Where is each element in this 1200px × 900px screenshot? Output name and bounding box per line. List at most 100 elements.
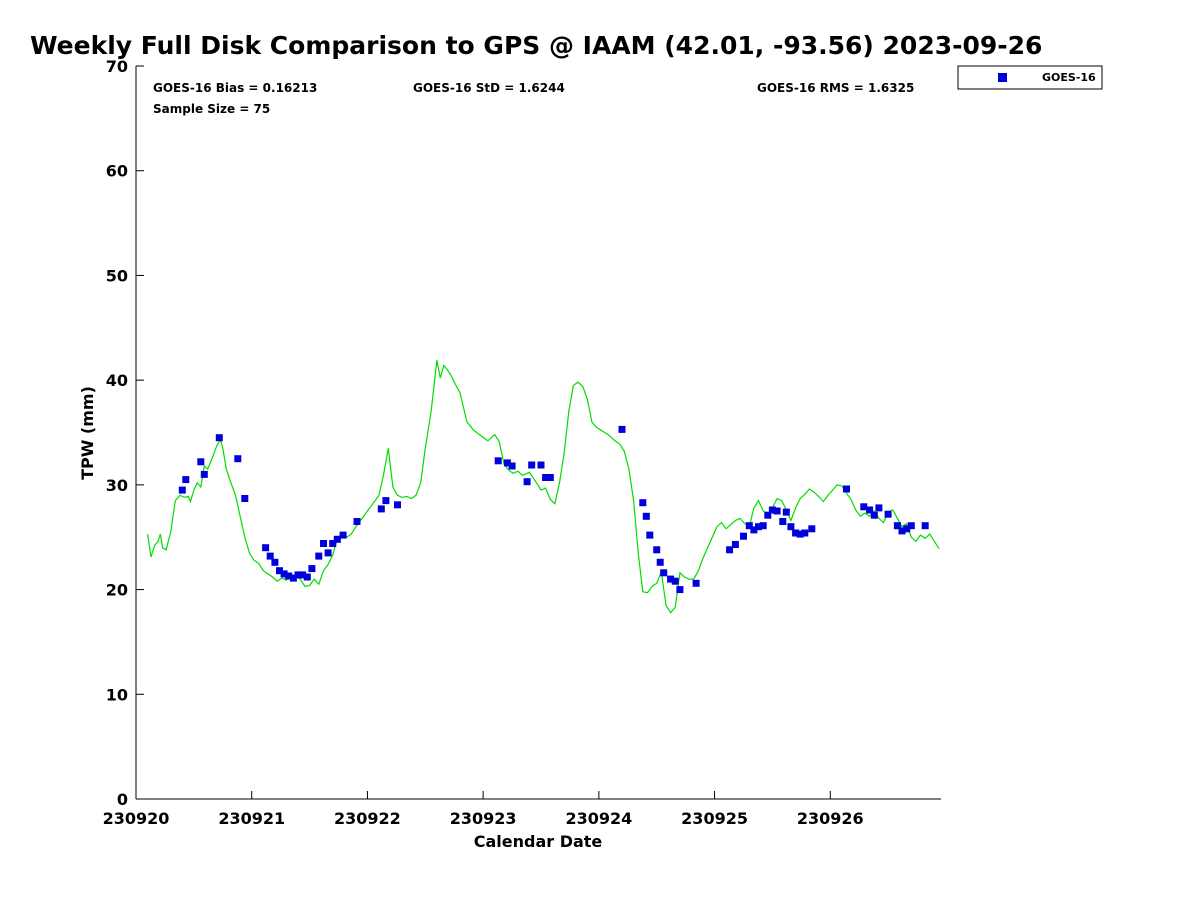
x-ticks: 230920 230921 230922 230923 230924 230925 2309…	[103, 791, 864, 828]
goes-16-point	[315, 552, 323, 560]
goes-16-point	[921, 522, 929, 530]
goes-16-point	[768, 506, 776, 514]
goes-16-point	[671, 577, 679, 585]
goes-16-point	[667, 575, 675, 583]
goes-16-point	[299, 571, 307, 579]
goes-16-point	[782, 508, 790, 516]
goes-16-point	[324, 549, 332, 557]
goes-16-point	[276, 567, 283, 575]
goes-16-point	[271, 558, 279, 566]
goes-16-point	[503, 459, 511, 467]
x-axis-label: Calendar Date	[474, 832, 603, 851]
legend: GOES-16	[957, 65, 1103, 90]
y-tick-label: 40	[106, 371, 128, 390]
goes-16-point	[353, 518, 361, 525]
x-tick-label: 230921	[218, 809, 285, 828]
goes-16-point	[787, 523, 795, 531]
goes-16-point	[178, 486, 186, 494]
goes-16-point	[750, 526, 758, 534]
goes-16-point	[320, 540, 327, 547]
sample-size-stat: Sample Size = 75	[153, 102, 270, 116]
y-tick-label: 60	[106, 162, 128, 181]
goes-16-point	[294, 571, 302, 579]
goes-16-point	[779, 518, 787, 525]
y-axis-label: TPW (mm)	[78, 386, 97, 480]
bias-stat: GOES-16 Bias = 0.16213	[153, 81, 317, 95]
goes-16-point	[494, 457, 502, 465]
goes-16-point	[382, 497, 390, 505]
goes-16-point	[329, 540, 337, 547]
goes-16-point	[280, 570, 288, 578]
y-tick-label: 50	[106, 266, 128, 285]
goes-16-point	[792, 529, 800, 537]
goes-16-point	[656, 558, 664, 566]
goes-16-point	[333, 535, 341, 543]
goes-16-point	[618, 425, 626, 433]
goes-16-point	[508, 462, 516, 470]
chart-title: Weekly Full Disk Comparison to GPS @ IAA…	[30, 31, 1042, 60]
goes-16-point	[639, 499, 647, 507]
x-tick-label: 230925	[681, 809, 748, 828]
goes-16-point	[759, 522, 767, 530]
goes-16-point	[542, 474, 550, 481]
goes-16-point	[197, 458, 205, 466]
goes-16-point	[898, 527, 906, 535]
goes-16-point	[303, 573, 311, 581]
goes-16-point	[660, 569, 668, 577]
goes-16-point	[642, 512, 650, 520]
goes-16-point	[692, 579, 700, 587]
goes-16-point	[801, 529, 809, 537]
goes-series-layer	[178, 425, 929, 594]
goes-16-point	[884, 510, 892, 518]
y-tick-label: 70	[106, 57, 128, 76]
goes-16-point	[537, 461, 545, 469]
goes-16-point	[182, 476, 190, 484]
std-stat: GOES-16 StD = 1.6244	[413, 81, 565, 95]
goes-16-point	[523, 478, 531, 486]
goes-16-point	[764, 511, 772, 519]
goes-16-point	[653, 546, 661, 554]
goes-16-point	[200, 470, 208, 478]
gps-tpw-line	[147, 360, 940, 614]
goes-16-point	[377, 505, 385, 513]
goes-16-point	[745, 522, 753, 530]
goes-16-point	[215, 434, 223, 442]
goes-16-point	[843, 485, 850, 493]
goes-16-point	[726, 546, 734, 554]
goes-16-point	[796, 530, 804, 538]
gps-series-layer	[147, 360, 940, 614]
goes-16-point	[875, 504, 883, 512]
goes-16-point	[893, 522, 901, 530]
x-tick-label: 230924	[565, 809, 632, 828]
goes-16-point	[740, 532, 747, 540]
goes-16-point	[903, 525, 911, 533]
goes-16-point	[866, 506, 874, 514]
y-tick-label: 10	[106, 685, 128, 704]
x-tick-label: 230926	[797, 809, 864, 828]
goes-16-point	[285, 572, 293, 580]
goes-16-point	[646, 531, 654, 539]
goes-16-point	[870, 511, 878, 519]
rms-stat: GOES-16 RMS = 1.6325	[757, 81, 914, 95]
goes-16-point	[339, 531, 347, 539]
goes-16-point	[676, 586, 684, 594]
goes-16-point	[773, 507, 781, 515]
x-tick-label: 230922	[334, 809, 401, 828]
y-ticks: 0 10 20 30 40 50 60 70	[106, 57, 144, 809]
legend-marker	[998, 73, 1007, 82]
goes-16-point	[907, 522, 915, 530]
goes-16-point	[262, 544, 270, 552]
x-tick-label: 230920	[103, 809, 170, 828]
goes-16-point	[528, 461, 536, 469]
y-tick-label: 20	[106, 581, 128, 600]
x-tick-label: 230923	[450, 809, 517, 828]
goes-16-point	[731, 541, 739, 548]
goes-16-point	[808, 525, 816, 533]
goes-16-point	[755, 523, 762, 531]
goes-16-point	[546, 474, 554, 481]
goes-16-point	[394, 501, 401, 509]
goes-16-point	[289, 574, 297, 582]
legend-label: GOES-16	[1042, 71, 1096, 84]
goes-16-point	[860, 503, 868, 511]
